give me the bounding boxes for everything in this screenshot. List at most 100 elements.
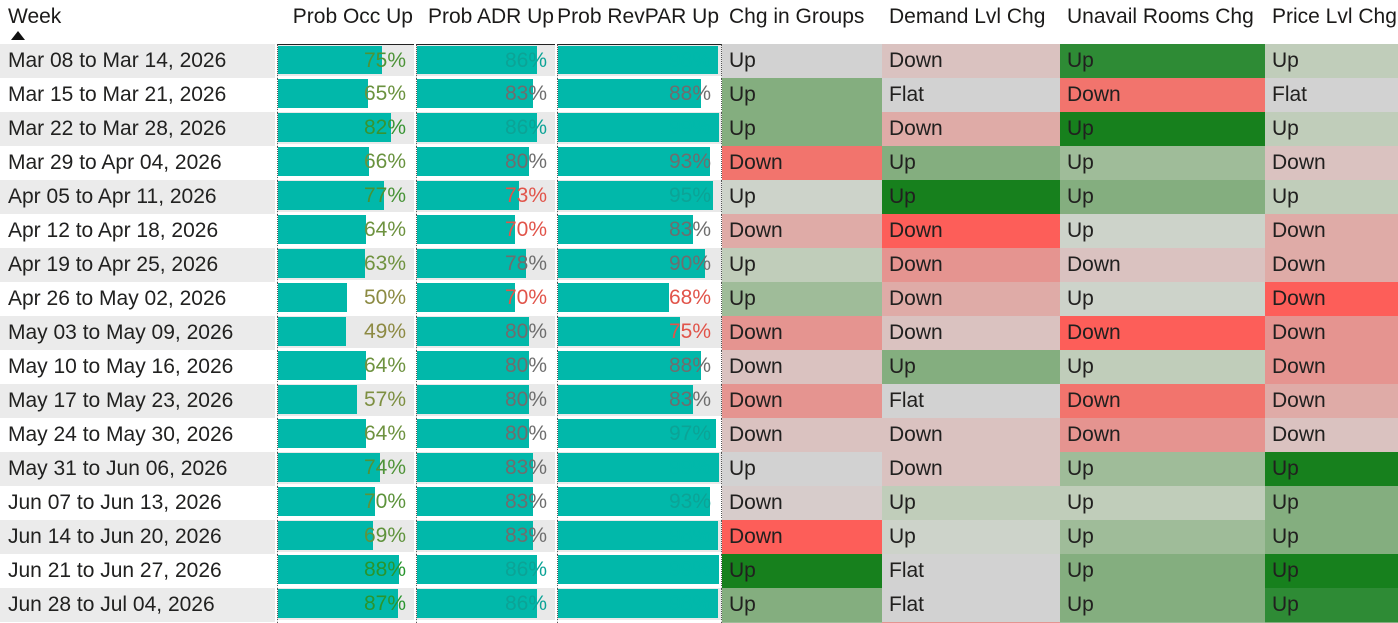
- column-header-prob-occ-up[interactable]: Prob Occ Up: [292, 5, 413, 28]
- price-lvl-chg-cell[interactable]: Up: [1265, 112, 1398, 146]
- demand-lvl-chg-cell[interactable]: Up: [882, 146, 1060, 180]
- chg-in-groups-cell[interactable]: Up: [722, 452, 882, 486]
- prob-adr-up-cell[interactable]: 83%: [416, 78, 557, 112]
- prob-adr-up-cell[interactable]: 86%: [416, 588, 557, 622]
- column-header-price-lvl-chg[interactable]: Price Lvl Chg: [1272, 5, 1397, 28]
- prob-revpar-up-cell[interactable]: 95%: [557, 180, 722, 214]
- unavail-rooms-chg-cell[interactable]: Up: [1060, 588, 1265, 622]
- prob-occ-up-cell[interactable]: 74%: [277, 452, 416, 486]
- prob-occ-up-cell[interactable]: 75%: [277, 44, 416, 78]
- chg-in-groups-cell[interactable]: Up: [722, 248, 882, 282]
- week-cell[interactable]: Mar 15 to Mar 21, 2026: [0, 78, 277, 112]
- price-lvl-chg-cell[interactable]: Down: [1265, 214, 1398, 248]
- prob-occ-up-cell[interactable]: 77%: [277, 180, 416, 214]
- chg-in-groups-cell[interactable]: Down: [722, 520, 882, 554]
- prob-occ-up-cell[interactable]: 88%: [277, 554, 416, 588]
- demand-lvl-chg-cell[interactable]: Flat: [882, 384, 1060, 418]
- prob-occ-up-cell[interactable]: 65%: [277, 78, 416, 112]
- prob-occ-up-cell[interactable]: 64%: [277, 350, 416, 384]
- demand-lvl-chg-cell[interactable]: Flat: [882, 554, 1060, 588]
- prob-revpar-up-cell[interactable]: 83%: [557, 384, 722, 418]
- week-cell[interactable]: Mar 29 to Apr 04, 2026: [0, 146, 277, 180]
- demand-lvl-chg-cell[interactable]: Down: [882, 248, 1060, 282]
- chg-in-groups-cell[interactable]: Down: [722, 214, 882, 248]
- unavail-rooms-chg-cell[interactable]: Up: [1060, 180, 1265, 214]
- week-cell[interactable]: Apr 12 to Apr 18, 2026: [0, 214, 277, 248]
- chg-in-groups-cell[interactable]: Up: [722, 180, 882, 214]
- prob-revpar-up-cell[interactable]: 97%: [557, 418, 722, 452]
- week-cell[interactable]: Apr 19 to Apr 25, 2026: [0, 248, 277, 282]
- unavail-rooms-chg-cell[interactable]: Up: [1060, 44, 1265, 78]
- prob-revpar-up-cell[interactable]: 99%: [557, 112, 722, 146]
- prob-occ-up-cell[interactable]: 49%: [277, 316, 416, 350]
- prob-adr-up-cell[interactable]: 70%: [416, 214, 557, 248]
- chg-in-groups-cell[interactable]: Up: [722, 112, 882, 146]
- demand-lvl-chg-cell[interactable]: Up: [882, 180, 1060, 214]
- price-lvl-chg-cell[interactable]: Up: [1265, 486, 1398, 520]
- unavail-rooms-chg-cell[interactable]: Down: [1060, 316, 1265, 350]
- unavail-rooms-chg-cell[interactable]: Up: [1060, 452, 1265, 486]
- column-header-prob-revpar-up[interactable]: Prob RevPAR Up: [557, 5, 719, 28]
- unavail-rooms-chg-cell[interactable]: Down: [1060, 384, 1265, 418]
- unavail-rooms-chg-cell[interactable]: Up: [1060, 282, 1265, 316]
- demand-lvl-chg-cell[interactable]: Flat: [882, 78, 1060, 112]
- prob-adr-up-cell[interactable]: 80%: [416, 384, 557, 418]
- prob-revpar-up-cell[interactable]: 88%: [557, 78, 722, 112]
- week-cell[interactable]: May 31 to Jun 06, 2026: [0, 452, 277, 486]
- week-cell[interactable]: May 17 to May 23, 2026: [0, 384, 277, 418]
- prob-revpar-up-cell[interactable]: 99%: [557, 452, 722, 486]
- column-header-chg-in-groups[interactable]: Chg in Groups: [729, 5, 865, 28]
- chg-in-groups-cell[interactable]: Up: [722, 44, 882, 78]
- prob-adr-up-cell[interactable]: 70%: [416, 282, 557, 316]
- chg-in-groups-cell[interactable]: Down: [722, 350, 882, 384]
- prob-revpar-up-cell[interactable]: 93%: [557, 486, 722, 520]
- prob-adr-up-cell[interactable]: 83%: [416, 486, 557, 520]
- week-cell[interactable]: May 10 to May 16, 2026: [0, 350, 277, 384]
- prob-revpar-up-cell[interactable]: 98%: [557, 588, 722, 622]
- prob-occ-up-cell[interactable]: 57%: [277, 384, 416, 418]
- demand-lvl-chg-cell[interactable]: Up: [882, 486, 1060, 520]
- prob-revpar-up-cell[interactable]: 98%: [557, 44, 722, 78]
- price-lvl-chg-cell[interactable]: Up: [1265, 452, 1398, 486]
- unavail-rooms-chg-cell[interactable]: Up: [1060, 146, 1265, 180]
- week-cell[interactable]: May 03 to May 09, 2026: [0, 316, 277, 350]
- unavail-rooms-chg-cell[interactable]: Down: [1060, 78, 1265, 112]
- demand-lvl-chg-cell[interactable]: Flat: [882, 588, 1060, 622]
- price-lvl-chg-cell[interactable]: Down: [1265, 350, 1398, 384]
- column-header-prob-adr-up[interactable]: Prob ADR Up: [427, 5, 554, 28]
- column-header-demand-lvl-chg[interactable]: Demand Lvl Chg: [889, 5, 1046, 28]
- week-cell[interactable]: Mar 22 to Mar 28, 2026: [0, 112, 277, 146]
- prob-occ-up-cell[interactable]: 63%: [277, 248, 416, 282]
- week-cell[interactable]: May 24 to May 30, 2026: [0, 418, 277, 452]
- prob-adr-up-cell[interactable]: 78%: [416, 248, 557, 282]
- prob-adr-up-cell[interactable]: 80%: [416, 418, 557, 452]
- demand-lvl-chg-cell[interactable]: Up: [882, 350, 1060, 384]
- chg-in-groups-cell[interactable]: Up: [722, 588, 882, 622]
- price-lvl-chg-cell[interactable]: Down: [1265, 418, 1398, 452]
- week-cell[interactable]: Apr 05 to Apr 11, 2026: [0, 180, 277, 214]
- prob-occ-up-cell[interactable]: 50%: [277, 282, 416, 316]
- unavail-rooms-chg-cell[interactable]: Up: [1060, 112, 1265, 146]
- price-lvl-chg-cell[interactable]: Up: [1265, 554, 1398, 588]
- prob-revpar-up-cell[interactable]: 99%: [557, 554, 722, 588]
- chg-in-groups-cell[interactable]: Up: [722, 282, 882, 316]
- price-lvl-chg-cell[interactable]: Up: [1265, 588, 1398, 622]
- prob-adr-up-cell[interactable]: 80%: [416, 350, 557, 384]
- prob-adr-up-cell[interactable]: 80%: [416, 316, 557, 350]
- prob-occ-up-cell[interactable]: 82%: [277, 112, 416, 146]
- demand-lvl-chg-cell[interactable]: Down: [882, 44, 1060, 78]
- week-cell[interactable]: Apr 26 to May 02, 2026: [0, 282, 277, 316]
- prob-adr-up-cell[interactable]: 83%: [416, 452, 557, 486]
- prob-adr-up-cell[interactable]: 86%: [416, 112, 557, 146]
- prob-adr-up-cell[interactable]: 83%: [416, 520, 557, 554]
- unavail-rooms-chg-cell[interactable]: Up: [1060, 214, 1265, 248]
- prob-adr-up-cell[interactable]: 73%: [416, 180, 557, 214]
- chg-in-groups-cell[interactable]: Down: [722, 418, 882, 452]
- column-header-unavail-rooms-chg[interactable]: Unavail Rooms Chg: [1067, 5, 1254, 28]
- demand-lvl-chg-cell[interactable]: Down: [882, 452, 1060, 486]
- demand-lvl-chg-cell[interactable]: Up: [882, 520, 1060, 554]
- demand-lvl-chg-cell[interactable]: Down: [882, 214, 1060, 248]
- prob-revpar-up-cell[interactable]: 75%: [557, 316, 722, 350]
- demand-lvl-chg-cell[interactable]: Down: [882, 316, 1060, 350]
- sort-ascending-icon[interactable]: [11, 31, 25, 40]
